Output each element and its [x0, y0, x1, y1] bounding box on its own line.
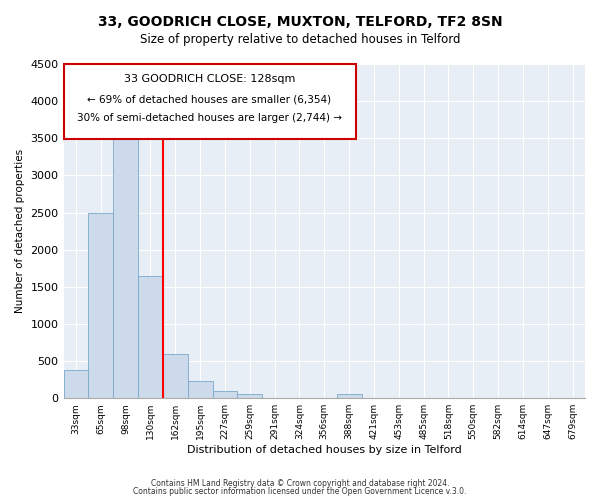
- Text: 33, GOODRICH CLOSE, MUXTON, TELFORD, TF2 8SN: 33, GOODRICH CLOSE, MUXTON, TELFORD, TF2…: [98, 15, 502, 29]
- Text: Contains public sector information licensed under the Open Government Licence v.: Contains public sector information licen…: [133, 487, 467, 496]
- Bar: [212, 391, 238, 398]
- Bar: [188, 381, 212, 398]
- X-axis label: Distribution of detached houses by size in Telford: Distribution of detached houses by size …: [187, 445, 461, 455]
- Bar: [88, 212, 113, 398]
- Bar: [337, 394, 362, 398]
- Text: Contains HM Land Registry data © Crown copyright and database right 2024.: Contains HM Land Registry data © Crown c…: [151, 478, 449, 488]
- Y-axis label: Number of detached properties: Number of detached properties: [15, 149, 25, 313]
- Text: 30% of semi-detached houses are larger (2,744) →: 30% of semi-detached houses are larger (…: [77, 113, 342, 123]
- Bar: [238, 394, 262, 398]
- Bar: [163, 354, 188, 398]
- Text: 33 GOODRICH CLOSE: 128sqm: 33 GOODRICH CLOSE: 128sqm: [124, 74, 295, 84]
- Text: ← 69% of detached houses are smaller (6,354): ← 69% of detached houses are smaller (6,…: [88, 94, 332, 104]
- Text: Size of property relative to detached houses in Telford: Size of property relative to detached ho…: [140, 32, 460, 46]
- FancyBboxPatch shape: [64, 64, 356, 139]
- Bar: [64, 370, 88, 398]
- Bar: [113, 120, 138, 398]
- Bar: [138, 276, 163, 398]
